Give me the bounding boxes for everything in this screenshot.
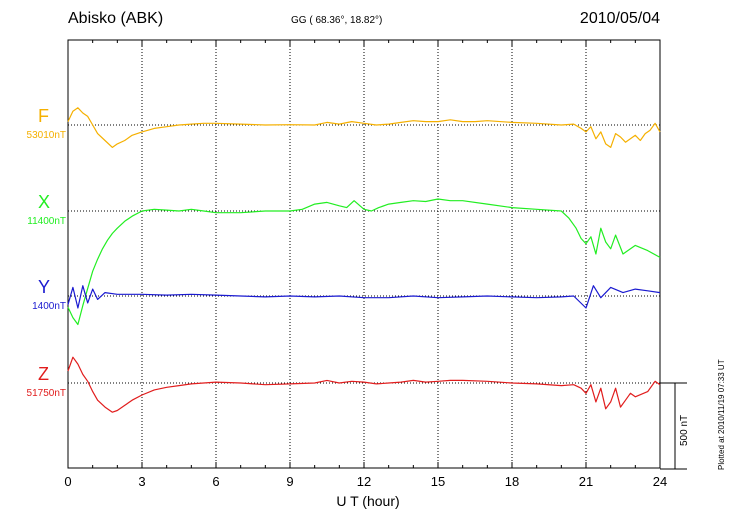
tick-label: 18 [504,474,520,489]
station-name: Abisko (ABK) [68,10,164,27]
tick-label: 15 [430,474,446,489]
component-letter-f: F [38,106,49,126]
plotted-timestamp: Plotted at 2010/11/19 07:33 UT [717,359,726,470]
tick-label: 21 [578,474,594,489]
tick-label: 12 [356,474,372,489]
tick-label: 3 [138,474,146,489]
component-letter-z: Z [38,364,49,384]
x-axis-label: U T (hour) [336,493,400,509]
component-baseline-y: 1400nT [32,301,66,312]
geographic-coordinates: GG ( 68.36°, 18.82°) [291,15,383,26]
grid-lines [141,40,587,468]
tick-label: 0 [64,474,72,489]
series-line-f [67,107,661,148]
component-letter-x: X [38,192,51,212]
component-baseline-f: 53010nT [26,130,66,141]
scale-bar [660,382,687,470]
x-ticks [67,40,661,468]
tick-label: 9 [286,474,294,489]
component-baseline-z: 51750nT [26,388,66,399]
series-lines [67,107,661,413]
tick-label: 24 [652,474,668,489]
tick-label: 6 [212,474,220,489]
component-baseline-x: 11400nT [27,216,66,227]
scale-bar-label: 500 nT [679,414,690,446]
observation-date: 2010/05/04 [579,10,660,27]
series-line-y [67,285,661,309]
series-line-x [67,198,661,326]
component-letter-y: Y [38,277,51,297]
series-line-z [67,356,661,413]
